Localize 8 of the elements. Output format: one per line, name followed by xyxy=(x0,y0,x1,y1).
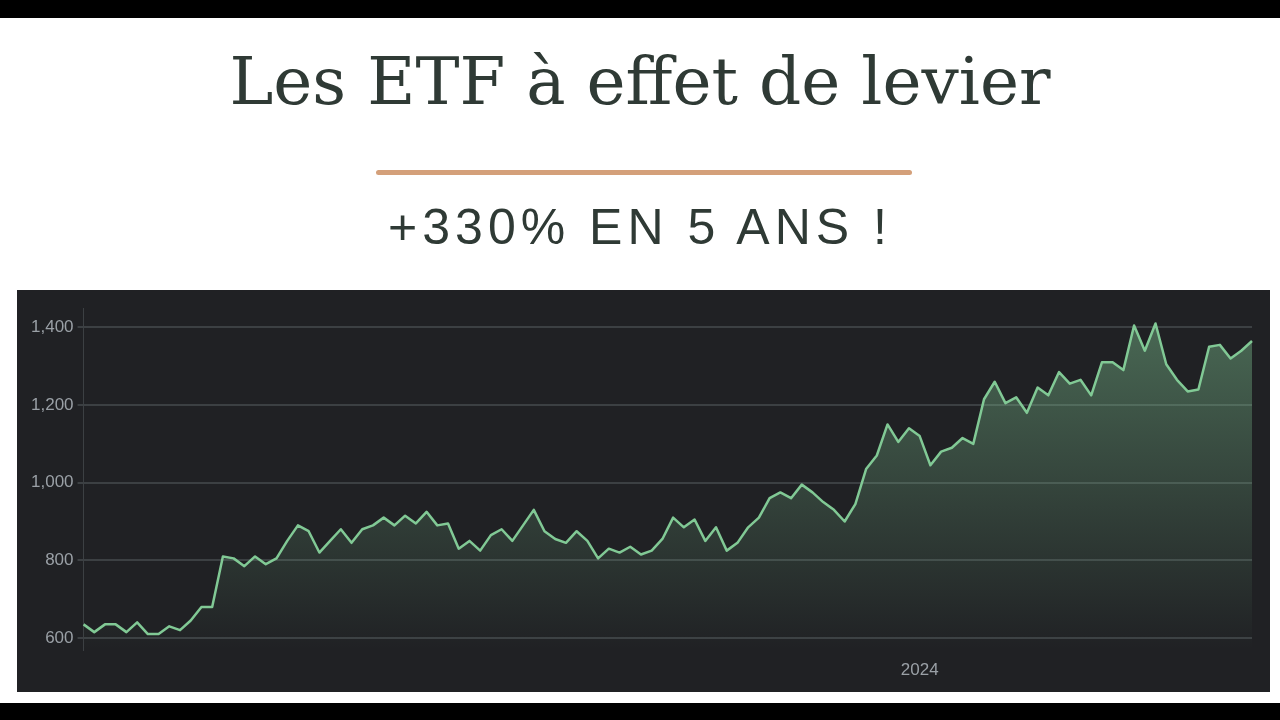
y-tick-label: 1,400 xyxy=(30,317,74,337)
chart-subtitle: +330% EN 5 ANS ! xyxy=(387,198,893,256)
y-tick-label: 600 xyxy=(45,627,74,647)
chart-title: Les ETF à effet de levier xyxy=(228,42,1052,122)
y-tick-label: 1,000 xyxy=(30,472,74,492)
y-tick-label: 800 xyxy=(45,550,74,570)
x-tick-label: 2024 xyxy=(900,660,939,680)
y-tick-label: 1,200 xyxy=(30,394,74,414)
